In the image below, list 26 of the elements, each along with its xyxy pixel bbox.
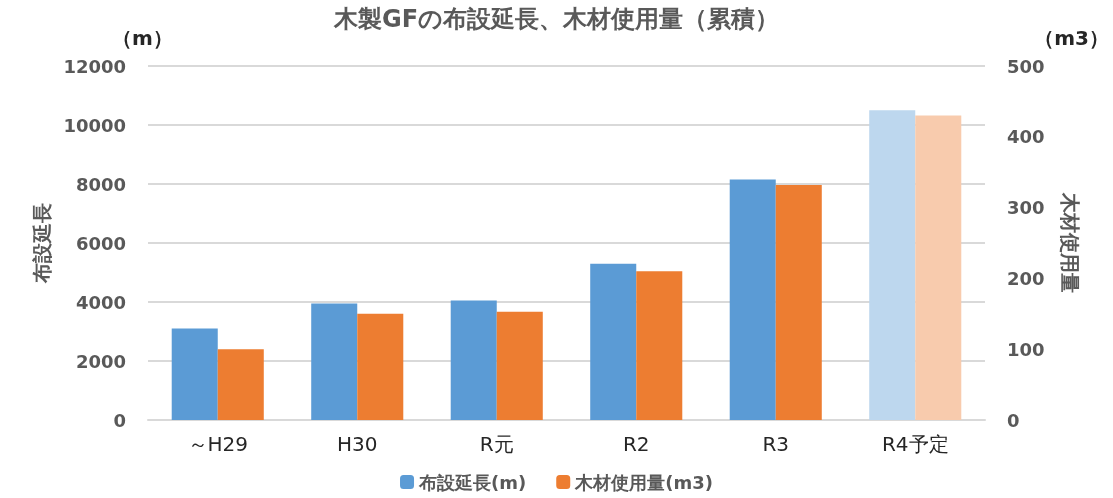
x-tick-label: R3 [762, 432, 790, 456]
legend-label: 布設延長(m) [418, 471, 527, 493]
x-tick-label: R2 [622, 432, 650, 456]
legend-label: 木材使用量(m3) [574, 471, 713, 493]
x-tick-label: H30 [337, 432, 378, 456]
y2-axis-title: 木材使用量 [1058, 192, 1082, 293]
x-tick-label: ～H29 [187, 432, 248, 456]
y2-tick-label: 200 [1007, 267, 1045, 289]
y-tick-label: 8000 [75, 173, 126, 195]
y-axis-title: 布設延長 [30, 203, 55, 284]
y2-tick-label: 400 [1007, 126, 1045, 148]
y-tick-label: 6000 [75, 232, 126, 254]
y2-tick-label: 100 [1007, 338, 1045, 360]
y-tick-label: 2000 [75, 350, 126, 372]
y2-tick-label: 300 [1007, 197, 1045, 219]
chart-title: 木製GFの布設延長、木材使用量（累積） [332, 5, 780, 33]
text: （m3） [1034, 26, 1110, 50]
y-tick-label: 12000 [63, 55, 126, 77]
y-tick-label: 0 [113, 409, 126, 431]
y2-tick-label: 500 [1007, 55, 1045, 77]
text: （m） [112, 26, 173, 50]
y2-tick-label: 0 [1007, 409, 1020, 431]
x-tick-label: R元 [479, 432, 514, 456]
y-tick-label: 4000 [75, 291, 126, 313]
y-tick-label: 10000 [63, 114, 126, 136]
x-tick-label: R4予定 [881, 432, 949, 456]
